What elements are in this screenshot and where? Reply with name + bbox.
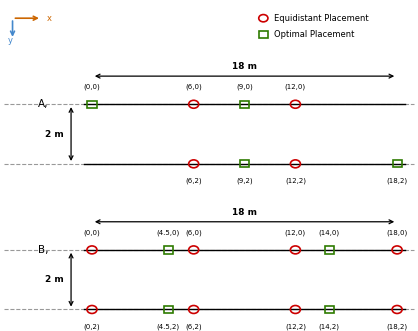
- Text: (12,0): (12,0): [285, 229, 306, 236]
- Text: 2 m: 2 m: [45, 275, 64, 284]
- Text: (6,0): (6,0): [185, 229, 202, 236]
- Text: (18,2): (18,2): [387, 178, 408, 184]
- Text: (14,0): (14,0): [319, 229, 340, 236]
- Text: (14,2): (14,2): [319, 323, 340, 330]
- Text: x: x: [47, 14, 52, 24]
- Text: 18 m: 18 m: [232, 208, 257, 217]
- Text: A,: A,: [38, 99, 48, 109]
- Text: (9,0): (9,0): [236, 84, 253, 90]
- Text: (4.5,2): (4.5,2): [157, 323, 180, 330]
- Text: (6,0): (6,0): [185, 84, 202, 90]
- Text: Equidistant Placement: Equidistant Placement: [274, 14, 368, 23]
- Text: (0,0): (0,0): [84, 84, 100, 90]
- Text: (9,2): (9,2): [236, 178, 253, 184]
- Text: (12,2): (12,2): [285, 323, 306, 330]
- Text: 2 m: 2 m: [45, 129, 64, 139]
- Text: (6,2): (6,2): [185, 323, 202, 330]
- Text: (0,0): (0,0): [84, 229, 100, 236]
- Text: B,: B,: [38, 245, 48, 255]
- Text: (18,2): (18,2): [387, 323, 408, 330]
- Text: (18,0): (18,0): [387, 229, 408, 236]
- Text: (4.5,0): (4.5,0): [157, 229, 180, 236]
- Text: y: y: [8, 36, 13, 45]
- Text: (6,2): (6,2): [185, 178, 202, 184]
- Text: Optimal Placement: Optimal Placement: [274, 30, 354, 39]
- Text: (12,0): (12,0): [285, 84, 306, 90]
- Text: (12,2): (12,2): [285, 178, 306, 184]
- Text: (0,2): (0,2): [84, 323, 100, 330]
- Text: 18 m: 18 m: [232, 62, 257, 71]
